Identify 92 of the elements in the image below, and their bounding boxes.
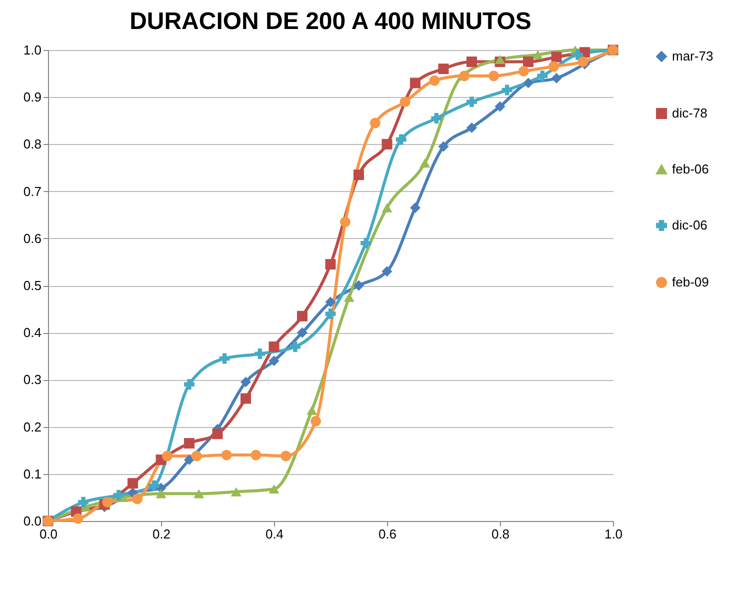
point bbox=[297, 310, 308, 322]
point bbox=[410, 78, 420, 88]
point bbox=[438, 64, 449, 74]
y-tick-label: 0.7 bbox=[23, 184, 42, 199]
point bbox=[162, 450, 172, 462]
point bbox=[184, 438, 194, 449]
y-tick-label: 0.4 bbox=[23, 325, 42, 340]
point bbox=[396, 134, 406, 145]
point bbox=[325, 308, 336, 320]
point bbox=[156, 489, 166, 498]
point bbox=[194, 489, 204, 498]
chart-title: DURACION DE 200 A 400 MINUTOS bbox=[130, 8, 532, 35]
point bbox=[466, 122, 477, 133]
point bbox=[102, 496, 113, 508]
point bbox=[268, 484, 280, 494]
point bbox=[268, 356, 280, 366]
point bbox=[132, 494, 143, 504]
legend-label: dic-06 bbox=[672, 218, 708, 232]
point bbox=[306, 406, 318, 415]
legend-label: mar-73 bbox=[672, 48, 714, 64]
point bbox=[551, 52, 562, 62]
x-tick-label: 0.2 bbox=[152, 526, 171, 542]
point bbox=[72, 513, 84, 524]
point bbox=[268, 341, 280, 352]
point bbox=[518, 66, 529, 76]
x-tick-label: 0.6 bbox=[378, 526, 397, 542]
point bbox=[230, 487, 242, 496]
y-tick-label: 0.8 bbox=[23, 136, 42, 152]
point bbox=[78, 496, 89, 508]
point bbox=[429, 75, 440, 86]
point bbox=[128, 478, 138, 489]
point bbox=[184, 454, 194, 466]
y-tick-label: 0.5 bbox=[23, 278, 42, 293]
point bbox=[219, 353, 230, 364]
legend-label: feb-06 bbox=[672, 162, 709, 176]
point bbox=[325, 296, 336, 308]
point bbox=[494, 101, 506, 112]
point bbox=[532, 50, 544, 60]
y-tick-label: 0.3 bbox=[23, 372, 42, 388]
y-tick-label: 0.0 bbox=[23, 514, 42, 528]
point bbox=[325, 259, 336, 270]
y-tick-label: 0.6 bbox=[23, 230, 42, 246]
x-tick-label: 0.4 bbox=[265, 526, 284, 542]
point bbox=[548, 61, 559, 72]
point bbox=[431, 113, 442, 124]
point bbox=[212, 428, 223, 440]
legend-label: feb-09 bbox=[672, 274, 709, 290]
point bbox=[438, 141, 449, 152]
point bbox=[148, 480, 160, 491]
point bbox=[340, 216, 350, 228]
point bbox=[551, 73, 562, 84]
point bbox=[523, 78, 534, 88]
point bbox=[410, 202, 420, 214]
point bbox=[191, 450, 202, 462]
point bbox=[466, 96, 477, 108]
x-tick-label: 0.0 bbox=[39, 526, 58, 542]
point bbox=[502, 84, 512, 96]
x-tick-label: 1.0 bbox=[604, 526, 623, 542]
point bbox=[254, 348, 266, 360]
point bbox=[494, 54, 506, 64]
point bbox=[240, 376, 251, 388]
point bbox=[240, 393, 251, 404]
point bbox=[459, 70, 470, 82]
y-tick-label: 0.2 bbox=[23, 419, 42, 434]
point bbox=[113, 490, 124, 500]
point bbox=[280, 450, 292, 462]
point bbox=[354, 170, 364, 180]
point bbox=[370, 118, 380, 128]
point bbox=[537, 70, 548, 82]
point bbox=[360, 238, 372, 248]
point bbox=[523, 56, 534, 68]
point bbox=[382, 266, 392, 277]
y-tick-label: 1.0 bbox=[23, 42, 42, 58]
point bbox=[344, 292, 354, 302]
point bbox=[184, 379, 194, 390]
point bbox=[382, 203, 392, 212]
y-tick-label: 0.9 bbox=[23, 90, 42, 105]
y-tick-label: 0.1 bbox=[23, 466, 42, 482]
point bbox=[290, 341, 300, 352]
point bbox=[297, 327, 308, 338]
point bbox=[488, 70, 500, 82]
point bbox=[221, 450, 232, 460]
point bbox=[310, 416, 322, 426]
point bbox=[466, 56, 477, 68]
point bbox=[572, 49, 583, 60]
point bbox=[250, 450, 262, 460]
point bbox=[354, 280, 364, 291]
legend-label: dic-78 bbox=[672, 106, 708, 120]
point bbox=[400, 96, 410, 108]
point bbox=[420, 158, 430, 168]
x-tick-label: 0.8 bbox=[491, 526, 510, 542]
point bbox=[382, 138, 392, 150]
